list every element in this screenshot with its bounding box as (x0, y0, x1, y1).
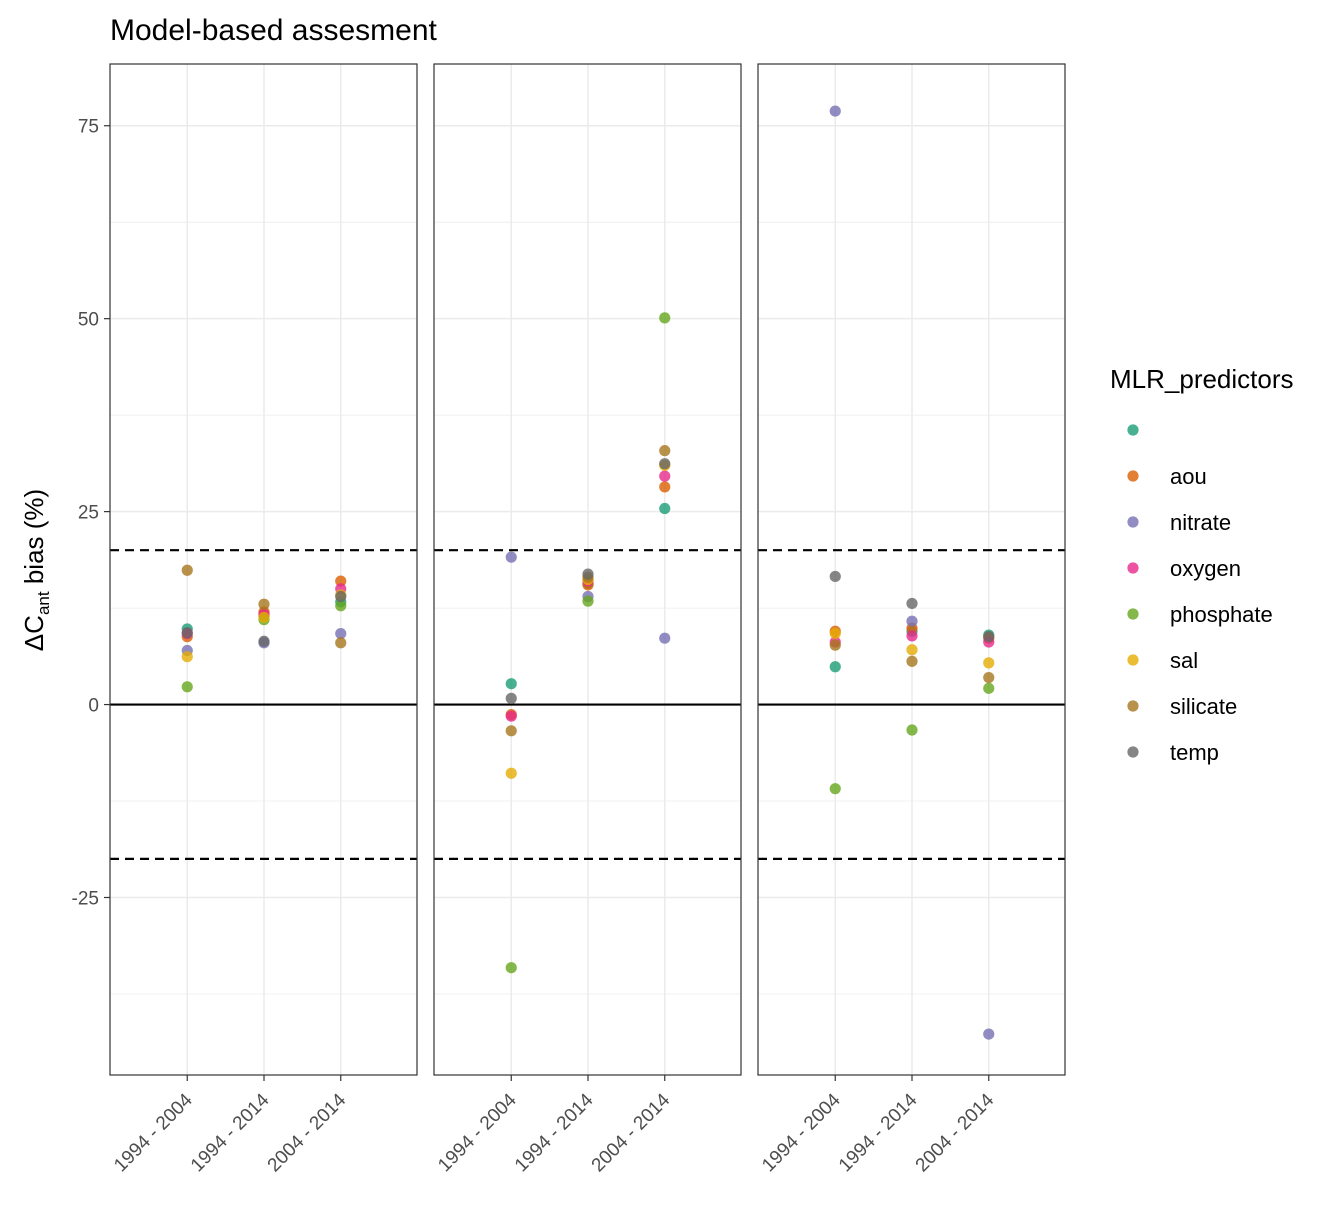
legend-item-aou: aou (1127, 464, 1207, 489)
legend-label: sal (1170, 648, 1198, 673)
legend-label: temp (1170, 740, 1219, 765)
legend-key (1127, 654, 1139, 666)
legend-label: silicate (1170, 694, 1237, 719)
data-point-temp (258, 635, 270, 647)
data-point-temp (582, 568, 594, 580)
legend-item-sal: sal (1127, 648, 1198, 673)
data-point-blank (659, 502, 671, 515)
x-tick-label: 1994 - 2004 (110, 1089, 197, 1176)
data-point-sal (258, 611, 270, 623)
data-point-nitrate (829, 105, 841, 117)
legend-label: nitrate (1170, 510, 1231, 535)
legend-item-silicate: silicate (1127, 694, 1237, 719)
data-point-silicate (505, 725, 517, 737)
legend-label: phosphate (1170, 602, 1273, 627)
data-point-phosphate (983, 682, 995, 694)
y-tick-label: 75 (78, 117, 99, 138)
data-point-sal (181, 651, 193, 663)
data-point-sal (505, 767, 517, 779)
data-point-temp (181, 627, 193, 639)
data-point-blank (829, 661, 841, 673)
x-tick-label: 1994 - 2004 (758, 1089, 845, 1176)
x-tick-label: 1994 - 2014 (511, 1089, 598, 1176)
legend-title: MLR_predictors (1110, 364, 1294, 394)
legend-item-temp: temp (1127, 740, 1219, 765)
legend-key (1127, 516, 1139, 528)
x-tick-label: 2004 - 2014 (588, 1089, 675, 1176)
x-tick-label: 1994 - 2014 (835, 1089, 922, 1176)
data-point-phosphate (582, 595, 594, 607)
data-point-nitrate (983, 1028, 995, 1040)
data-point-sal (983, 657, 995, 669)
y-tick-label: 25 (78, 503, 99, 524)
x-tick-label: 2004 - 2014 (264, 1089, 351, 1176)
data-point-blank (505, 678, 517, 690)
data-point-temp (335, 590, 347, 603)
data-point-phosphate (906, 724, 918, 736)
data-point-sal (906, 644, 918, 656)
data-point-temp (829, 570, 841, 583)
y-tick-label: 50 (78, 310, 99, 331)
data-point-silicate (335, 637, 347, 649)
legend-item-blank (1127, 424, 1139, 436)
legend-key (1127, 700, 1139, 712)
data-point-temp (983, 631, 995, 643)
data-point-aou (659, 481, 671, 493)
data-point-silicate (983, 671, 995, 684)
legend-key (1127, 562, 1139, 574)
data-point-nitrate (505, 551, 517, 563)
legend-label: aou (1170, 464, 1207, 489)
y-tick-label: 0 (88, 696, 99, 717)
legend-key (1127, 746, 1139, 758)
data-points (505, 312, 671, 974)
legend-item-phosphate: phosphate (1127, 602, 1273, 627)
data-point-phosphate (335, 600, 347, 612)
data-points (829, 105, 995, 1040)
data-point-phosphate (505, 962, 517, 974)
y-axis-label: ΔCant bias (%) (19, 489, 53, 651)
data-point-silicate (906, 655, 918, 667)
y-label-prefix: ΔC (19, 615, 49, 651)
legend: MLR_predictors aou nitrate oxygen phosphate… (1110, 364, 1294, 765)
chart-title: Model-based assesment (110, 14, 438, 47)
data-point-nitrate (335, 627, 347, 640)
data-point-temp (505, 692, 517, 704)
y-label-suffix: bias (%) (19, 489, 49, 592)
data-point-phosphate (829, 783, 841, 795)
data-point-sal (829, 627, 841, 640)
legend-item-nitrate: nitrate (1127, 510, 1231, 535)
y-label-subscript: ant (34, 591, 53, 615)
legend-item-oxygen: oxygen (1127, 556, 1241, 581)
x-tick-label: 2004 - 2014 (912, 1089, 999, 1176)
data-point-oxygen (906, 630, 918, 642)
data-point-temp (659, 458, 671, 470)
legend-key (1127, 608, 1139, 620)
y-axis: -25 0 25 50 75 (72, 117, 110, 909)
data-point-nitrate (906, 615, 918, 627)
legend-key (1127, 470, 1139, 482)
x-tick-label: 1994 - 2014 (187, 1089, 274, 1176)
x-tick-label: 1994 - 2004 (434, 1089, 521, 1176)
data-points (181, 564, 347, 693)
data-point-silicate (181, 564, 193, 576)
data-point-aou (335, 575, 347, 587)
data-point-silicate (829, 639, 841, 651)
data-point-nitrate (659, 632, 671, 644)
data-point-silicate (258, 598, 270, 610)
data-point-temp (906, 597, 918, 610)
data-point-phosphate (659, 312, 671, 324)
data-point-phosphate (181, 681, 193, 693)
legend-key (1127, 424, 1139, 436)
data-point-silicate (659, 445, 671, 457)
data-point-oxygen (659, 470, 671, 482)
data-point-oxygen (505, 710, 517, 722)
legend-label: oxygen (1170, 556, 1241, 581)
y-tick-label: -25 (72, 888, 99, 909)
